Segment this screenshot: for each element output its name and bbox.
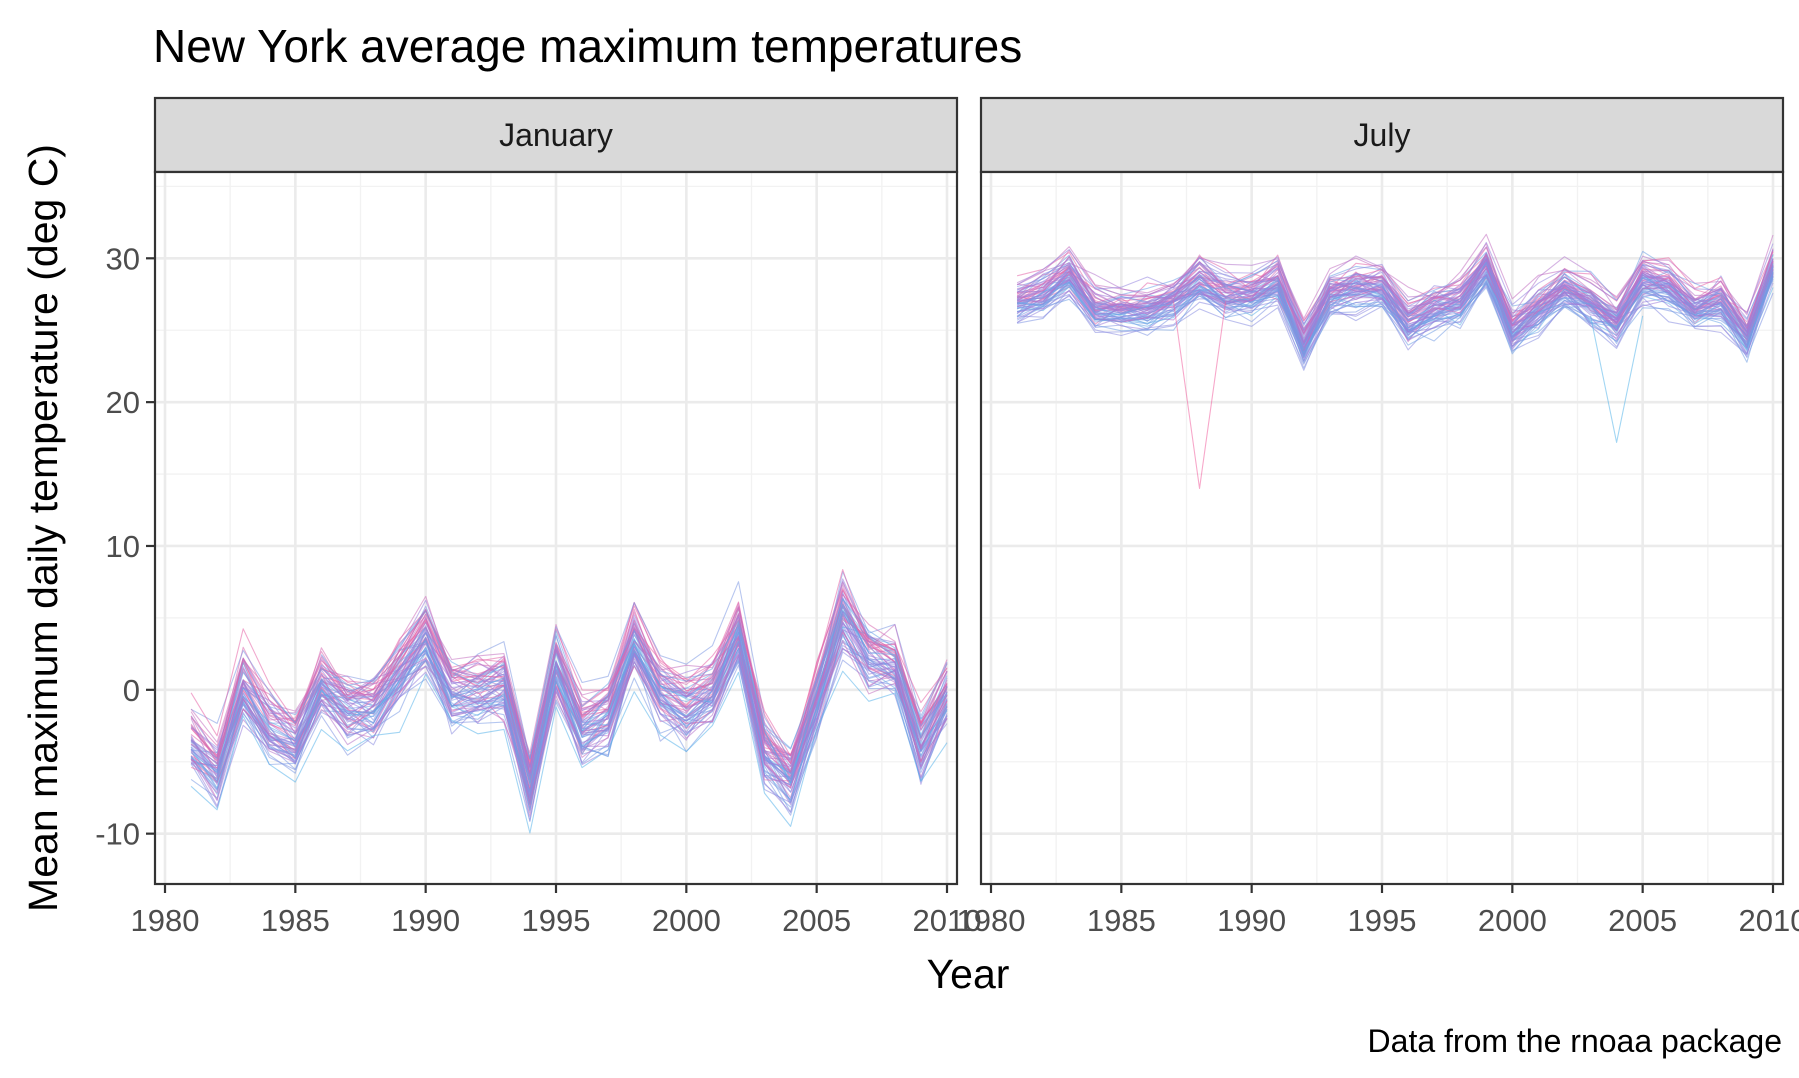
x-tick-label: 1995 xyxy=(1348,903,1417,938)
facet-strip-label: July xyxy=(1354,117,1411,153)
station-series-line xyxy=(1016,276,1774,353)
station-series-line xyxy=(190,626,948,793)
x-tick-label: 2005 xyxy=(1608,903,1677,938)
station-series-line xyxy=(190,629,948,802)
x-tick-label: 1980 xyxy=(957,903,1026,938)
facet-panel-july: July xyxy=(979,96,1785,886)
y-axis-title: Mean maximum daily temperature (deg C) xyxy=(20,144,66,912)
station-series-line xyxy=(242,626,818,769)
station-series-line xyxy=(190,601,948,786)
facet-strip-label: January xyxy=(499,117,613,153)
x-tick-label: 1995 xyxy=(522,903,591,938)
x-tick-label: 1990 xyxy=(1217,903,1286,938)
station-series-line xyxy=(190,568,948,766)
station-series-line xyxy=(190,651,948,816)
y-tick-label: -10 xyxy=(95,817,140,852)
facet-panel-january: January xyxy=(153,96,959,886)
station-series-line xyxy=(1017,271,1774,358)
x-tick-label: 1980 xyxy=(131,903,200,938)
series-lines xyxy=(1016,233,1774,489)
station-series-line xyxy=(1017,276,1774,353)
grid-lines xyxy=(981,172,1783,884)
station-series-line xyxy=(190,670,948,834)
y-axis: -10 0 10 20 30 xyxy=(95,241,155,852)
y-tick-label: 30 xyxy=(106,241,140,276)
station-series-line xyxy=(1016,270,1774,346)
plot-title: New York average maximum temperatures xyxy=(153,20,1022,72)
facet-strip-july xyxy=(979,96,1785,174)
station-series-line xyxy=(190,603,948,786)
station-series-line xyxy=(1016,246,1669,334)
x-tick-label: 2005 xyxy=(782,903,851,938)
station-series-line xyxy=(242,638,948,822)
station-series-line xyxy=(1172,301,1227,489)
station-series-line xyxy=(190,622,948,795)
x-tick-label: 1985 xyxy=(261,903,330,938)
x-tick-label: 2010 xyxy=(913,903,982,938)
station-series-line xyxy=(1017,243,1774,329)
station-series-line xyxy=(1016,258,1774,346)
facet-strip-january xyxy=(153,96,959,174)
x-tick-label: 2010 xyxy=(1739,903,1799,938)
station-series-line xyxy=(1016,258,1774,345)
station-series-line xyxy=(1016,262,1774,354)
station-series-line xyxy=(1016,251,1774,327)
station-series-line xyxy=(1589,315,1644,443)
station-series-line xyxy=(268,598,948,760)
x-axis-january: 1980 1985 1990 1995 2000 2005 2010 xyxy=(131,884,982,938)
caption: Data from the rnoaa package xyxy=(1368,1023,1782,1059)
station-series-line xyxy=(190,571,948,761)
station-series-line xyxy=(1017,252,1774,344)
x-tick-label: 1985 xyxy=(1087,903,1156,938)
station-series-line xyxy=(1016,249,1774,326)
series-lines xyxy=(190,568,948,834)
station-series-line xyxy=(190,613,948,805)
y-tick-label: 10 xyxy=(106,529,140,564)
x-tick-label: 2000 xyxy=(1478,903,1547,938)
y-tick-label: 0 xyxy=(123,673,140,708)
station-series-line xyxy=(1017,271,1774,364)
x-tick-label: 2000 xyxy=(652,903,721,938)
x-axis-july: 1980 1985 1990 1995 2000 2005 2010 xyxy=(957,884,1799,938)
x-axis-title: Year xyxy=(927,951,1010,997)
x-tick-label: 1990 xyxy=(391,903,460,938)
y-tick-label: 20 xyxy=(106,385,140,420)
